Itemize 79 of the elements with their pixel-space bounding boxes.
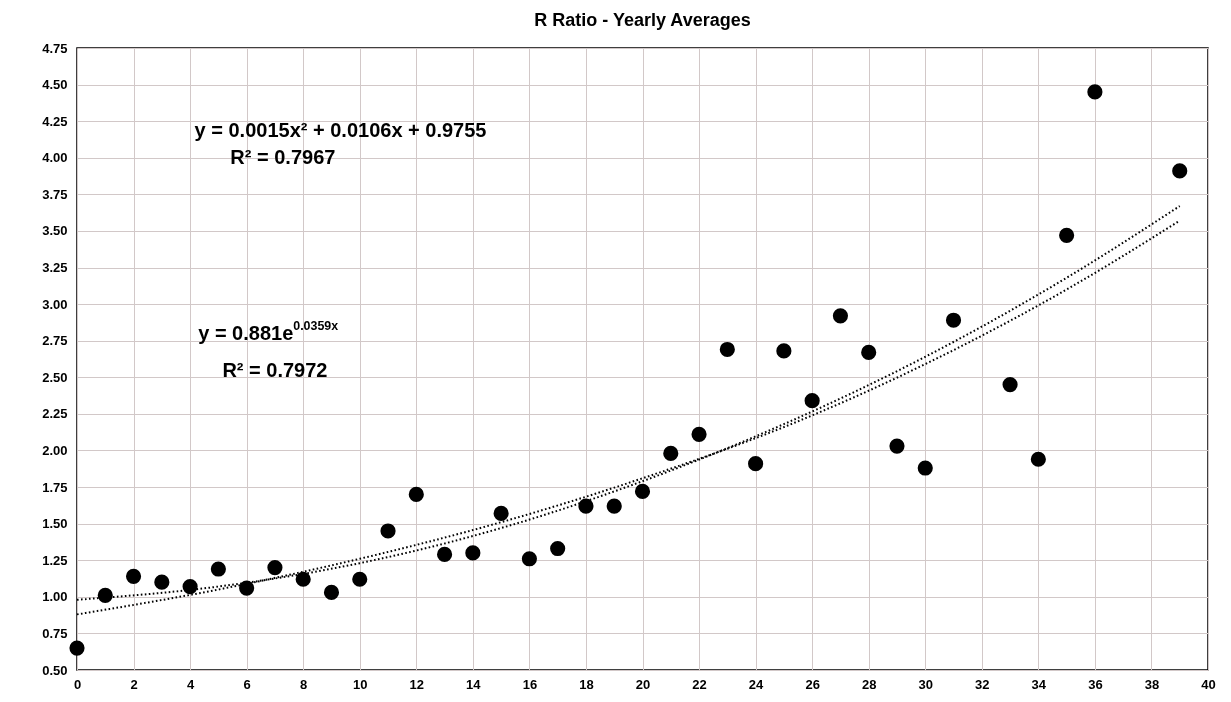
x-tick-label: 10: [353, 676, 368, 692]
x-tick-label: 38: [1144, 676, 1160, 692]
y-tick-label: 4.25: [42, 113, 68, 129]
x-tick-label: 20: [635, 676, 651, 692]
y-tick-label: 2.00: [42, 442, 68, 458]
y-tick-label: 2.75: [42, 333, 68, 349]
point: [408, 486, 424, 502]
point: [691, 426, 707, 442]
x-tick-label: 22: [692, 676, 707, 692]
point: [861, 344, 877, 360]
x-tick-label: 18: [579, 676, 594, 692]
point: [352, 571, 368, 587]
point: [267, 559, 283, 576]
point: [210, 561, 226, 577]
x-tick-label: 16: [522, 676, 538, 692]
point: [97, 587, 113, 603]
point: [69, 640, 85, 656]
x-tick-label: 24: [748, 676, 765, 692]
annotation: R² = 0.7967: [230, 146, 336, 169]
x-tick-label: 36: [1088, 676, 1103, 692]
point: [889, 438, 905, 454]
point: [1030, 451, 1046, 467]
point: [182, 579, 198, 595]
y-tick-label: 0.75: [42, 625, 68, 641]
y-tick-label: 3.75: [42, 186, 68, 202]
y-tick-label: 2.50: [42, 369, 68, 385]
chart-title: R Ratio - Yearly Averages: [534, 10, 751, 30]
x-tick-label: 6: [243, 676, 251, 692]
point: [748, 456, 764, 472]
point: [125, 568, 142, 584]
y-tick-label: 2.25: [42, 406, 68, 422]
point: [1172, 163, 1188, 179]
annotation: R² = 0.7972: [222, 358, 328, 381]
x-tick-label: 2: [130, 676, 138, 692]
point: [945, 312, 962, 328]
x-tick-label: 30: [918, 676, 933, 692]
point: [578, 498, 594, 514]
x-tick-label: 4: [186, 676, 195, 692]
point: [550, 540, 566, 557]
point: [634, 483, 651, 500]
point: [380, 523, 396, 539]
point: [436, 546, 453, 562]
y-tick-label: 0.50: [42, 662, 68, 678]
point: [917, 460, 933, 476]
x-tick-label: 12: [409, 676, 425, 692]
point: [832, 308, 849, 324]
x-tick-label: 8: [300, 676, 308, 692]
x-tick-label: 14: [466, 676, 482, 692]
y-tick-label: 1.50: [42, 516, 68, 532]
y-tick-label: 4.00: [42, 150, 68, 166]
x-tick-label: 0: [73, 676, 82, 692]
y-tick-label: 1.00: [42, 589, 68, 605]
y-tick-label: 1.25: [42, 552, 68, 568]
x-tick-label: 26: [805, 676, 820, 692]
point: [663, 445, 679, 461]
x-tick-label: 40: [1201, 676, 1216, 692]
x-tick-label: 28: [861, 676, 877, 692]
y-tick-label: 3.00: [42, 296, 68, 312]
y-tick-label: 4.75: [42, 40, 68, 56]
y-tick-label: 1.75: [42, 479, 68, 495]
point: [295, 571, 311, 587]
annotation: y = 0.0015x² + 0.0106x + 0.9755: [194, 118, 487, 141]
point: [465, 545, 481, 561]
point: [323, 584, 340, 600]
point: [154, 574, 170, 590]
point: [606, 498, 622, 514]
point: [1059, 227, 1075, 243]
point: [804, 393, 820, 409]
y-tick-label: 3.25: [42, 260, 68, 276]
y-tick-label: 3.50: [42, 223, 68, 239]
point: [521, 551, 537, 567]
x-tick-label: 32: [975, 676, 990, 692]
point: [1002, 377, 1018, 393]
point: [493, 505, 509, 521]
x-tick-label: 34: [1031, 676, 1047, 692]
point: [719, 341, 735, 358]
point: [1087, 84, 1103, 100]
point: [776, 343, 792, 359]
y-tick-label: 4.50: [42, 77, 68, 93]
